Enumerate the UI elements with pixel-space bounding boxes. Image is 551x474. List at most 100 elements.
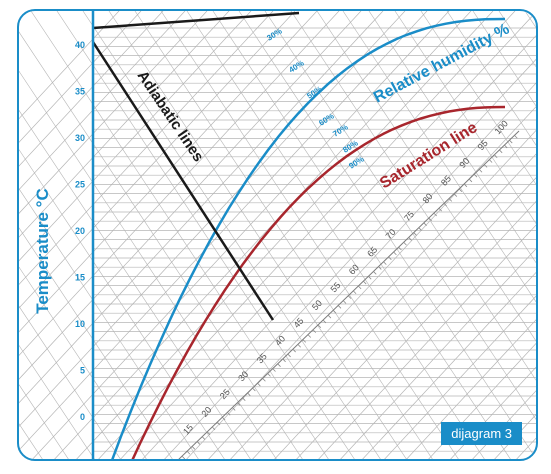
scale-tick: [468, 178, 473, 183]
grid-line: [19, 266, 147, 459]
scale-label: 50: [310, 298, 324, 312]
grid-line: [472, 11, 536, 107]
grid-line: [368, 11, 536, 264]
scale-label: 40: [273, 334, 287, 348]
scale-tick: [292, 348, 296, 353]
scale-tick: [237, 402, 241, 406]
scale-tick: [337, 305, 342, 309]
scale-tick: [509, 139, 513, 144]
grid-line: [252, 153, 536, 459]
scale-tick: [222, 416, 226, 421]
grid-line: [19, 11, 362, 380]
scale-tick: [242, 397, 246, 401]
grid-line: [212, 11, 511, 459]
chart-grid: [19, 11, 536, 459]
grid-line: [164, 58, 536, 459]
scale-tick: [327, 314, 332, 319]
grid-line: [230, 129, 536, 459]
grid-line: [19, 11, 274, 285]
scale-label: 45: [292, 316, 306, 330]
scale-tick: [368, 276, 372, 280]
scale-tick: [211, 426, 216, 431]
scale-label: 20: [199, 405, 213, 419]
scale-tick: [373, 271, 377, 275]
grid-line: [19, 149, 225, 459]
y-tick-label: 40: [75, 40, 85, 50]
scale-tick: [196, 441, 201, 445]
grid-line: [19, 344, 95, 459]
grid-line: [342, 11, 536, 303]
grid-line: [82, 11, 381, 459]
grid-line: [19, 11, 406, 427]
grid-line: [494, 414, 536, 459]
scale-tick: [181, 455, 186, 459]
scale-tick: [232, 407, 236, 411]
scale-tick: [317, 324, 322, 329]
chart-curves: [91, 11, 506, 459]
scale-tick: [342, 300, 347, 304]
scale-label: 65: [365, 245, 379, 259]
scale-tick: [418, 227, 422, 231]
grid-line: [19, 11, 142, 143]
grid-line: [406, 319, 536, 459]
scale-tick: [458, 188, 463, 192]
scale-label: 30: [236, 369, 250, 383]
diagram-badge: dijagram 3: [441, 422, 522, 445]
scale-tick: [383, 261, 387, 265]
grid-line: [56, 11, 355, 459]
scale-tick: [363, 280, 367, 285]
scale-line: [178, 130, 520, 459]
grid-line: [134, 11, 433, 459]
y-tick-label: 20: [75, 226, 85, 236]
grid-line: [186, 82, 536, 459]
grid-line: [76, 11, 494, 459]
scale-tick: [282, 358, 286, 363]
grid-line: [19, 11, 318, 333]
scale-label: 15: [181, 422, 195, 436]
grid-line: [19, 227, 173, 459]
relative-humidity-label: Relative humidity %: [371, 21, 512, 107]
grid-line: [238, 11, 536, 459]
scale-label: 80: [421, 191, 435, 205]
scale-label: 85: [439, 174, 453, 188]
y-tick-label: 25: [75, 180, 85, 190]
scale-tick: [499, 149, 503, 154]
scale-tick: [403, 241, 407, 246]
grid-line: [19, 11, 296, 309]
y-axis-label: Temperature °C: [33, 188, 52, 314]
scale-tick: [206, 431, 211, 435]
scale-tick: [347, 295, 352, 299]
grid-line: [19, 305, 121, 459]
scale-tick: [408, 237, 412, 241]
scale-tick: [227, 412, 231, 416]
grid-line: [19, 188, 199, 459]
grid-line: [264, 11, 536, 420]
scale-tick: [332, 310, 337, 314]
scale-tick: [443, 203, 448, 207]
scale-tick: [186, 451, 191, 455]
y-tick-label: 10: [75, 319, 85, 329]
grid-line: [19, 109, 251, 459]
scale-tick: [272, 368, 276, 372]
scale-tick: [358, 285, 362, 290]
grid-line: [160, 11, 459, 459]
y-tick-label: 35: [75, 87, 85, 97]
saturation-curve: [131, 105, 506, 459]
scale-label: 55: [328, 280, 342, 294]
grid-line: [420, 11, 536, 185]
scale-tick: [388, 256, 392, 261]
adiabatic-label: Adiabatic lines: [134, 68, 207, 165]
grid-line: [290, 11, 536, 381]
grid-line: [19, 11, 428, 451]
grid-line: [54, 11, 472, 459]
grid-line: [446, 11, 536, 146]
scale-tick: [438, 207, 443, 212]
rh-percent-label: 30%: [265, 27, 283, 43]
scale-tick: [302, 339, 306, 343]
scale-tick: [353, 290, 357, 295]
top-black-line: [92, 11, 300, 30]
grid-line: [19, 11, 120, 120]
scale-tick: [423, 222, 427, 226]
grid-line: [524, 11, 536, 29]
